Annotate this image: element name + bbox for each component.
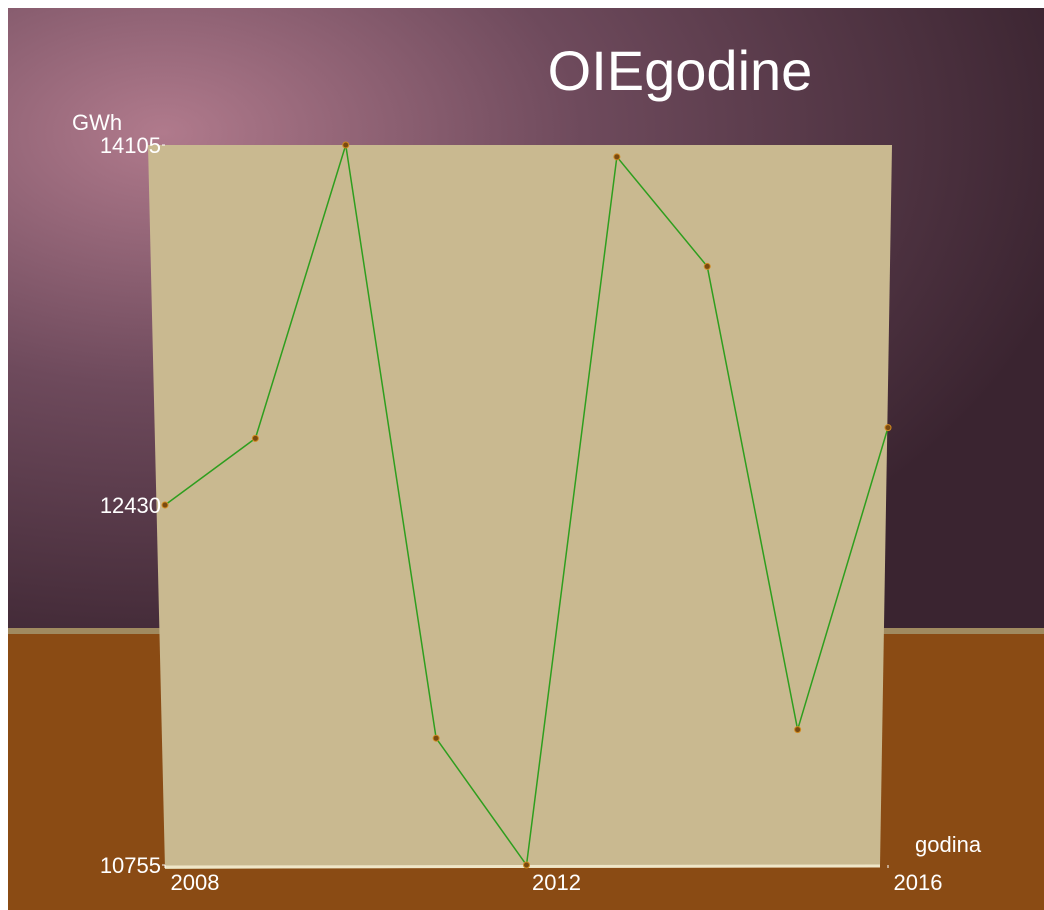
x-tick-label: 2012 xyxy=(532,870,581,895)
data-point xyxy=(795,727,801,733)
data-point xyxy=(524,862,530,868)
data-point xyxy=(614,154,620,160)
data-point xyxy=(433,735,439,741)
data-point xyxy=(343,142,349,148)
x-axis-label: godina xyxy=(915,832,982,857)
data-point xyxy=(704,263,710,269)
x-tick-label: 2008 xyxy=(171,870,220,895)
x-tick-label: 2016 xyxy=(894,870,943,895)
data-point xyxy=(252,435,258,441)
chart-title: OIEgodine xyxy=(548,39,813,102)
y-tick-label: 14105 xyxy=(100,133,161,158)
panel-edge xyxy=(165,866,880,867)
y-axis-label: GWh xyxy=(72,110,122,135)
data-point xyxy=(162,502,168,508)
data-point xyxy=(885,425,891,431)
y-tick-label: 12430 xyxy=(100,493,161,518)
y-tick-label: 10755 xyxy=(100,853,161,878)
scene: OIEgodine GWh godina 10755 12430 14105 2008… xyxy=(0,0,1044,910)
plot-panel xyxy=(148,145,892,869)
